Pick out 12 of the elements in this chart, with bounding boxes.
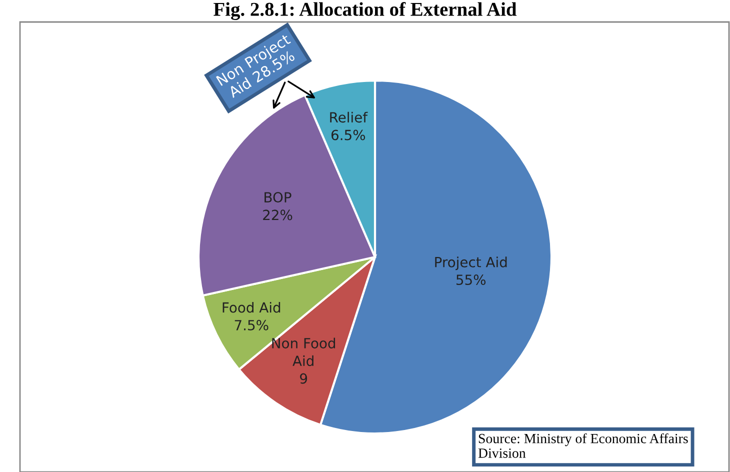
slice-label: Non Food Aid <box>272 338 336 366</box>
data-label: 9 <box>300 373 308 384</box>
slice-label: Relief <box>330 112 368 123</box>
data-label: 22% <box>263 210 292 220</box>
source-note: Source: Ministry of Economic Affairs Division <box>478 433 688 458</box>
slice-label: BOP <box>264 192 292 203</box>
slice-label: Project Aid <box>435 256 507 270</box>
slice-label: Food Aid <box>222 302 280 313</box>
data-label: 55% <box>456 274 486 286</box>
data-label: 6.5% <box>331 130 366 140</box>
data-label: 7.5% <box>234 320 268 330</box>
chart-title: Fig. 2.8.1: Allocation of External Aid <box>214 2 517 20</box>
